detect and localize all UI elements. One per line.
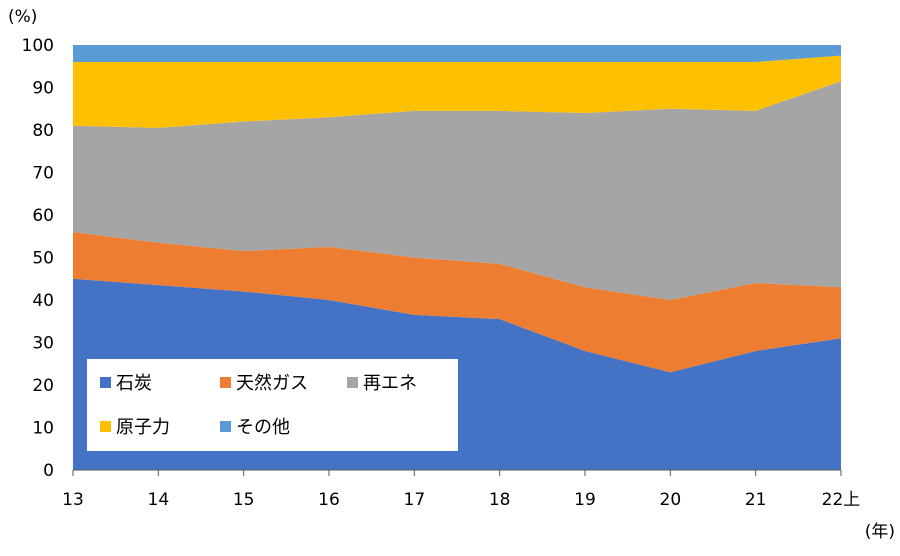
area-series-4 bbox=[73, 45, 841, 62]
area-series-1 bbox=[73, 232, 841, 373]
legend-box bbox=[87, 359, 458, 451]
y-tick-label: 50 bbox=[32, 249, 54, 269]
area-series-2 bbox=[73, 81, 841, 300]
y-tick-label: 20 bbox=[32, 376, 54, 396]
x-tick-label: 22上 bbox=[822, 490, 861, 510]
legend-swatch bbox=[347, 377, 358, 388]
axes: 13 14 15 16 17 18 19 20 21 22上 0 10 20 30 40 50 60 70 80 9… bbox=[22, 36, 861, 510]
legend-item: 原子力 bbox=[100, 417, 170, 438]
legend-item: その他 bbox=[220, 417, 290, 438]
y-tick-label: 30 bbox=[32, 334, 54, 354]
x-tick-label: 20 bbox=[660, 490, 682, 510]
x-tick-label: 17 bbox=[404, 490, 426, 510]
y-tick-label: 100 bbox=[22, 36, 54, 56]
x-tick-label: 15 bbox=[233, 490, 255, 510]
y-tick-label: 40 bbox=[32, 291, 54, 311]
legend-swatch bbox=[220, 421, 231, 432]
x-tick-label: 21 bbox=[745, 490, 767, 510]
y-axis-unit: (%) bbox=[8, 7, 37, 27]
y-tick-label: 90 bbox=[32, 79, 54, 99]
legend-label: 原子力 bbox=[116, 417, 170, 438]
legend-swatch bbox=[220, 377, 231, 388]
legend-item: 石炭 bbox=[100, 373, 152, 394]
legend-label: 石炭 bbox=[116, 373, 152, 394]
legend-label: その他 bbox=[236, 417, 290, 438]
legend-item: 天然ガス bbox=[220, 373, 308, 394]
legend-label: 天然ガス bbox=[236, 373, 308, 394]
x-tick-label: 18 bbox=[489, 490, 511, 510]
y-tick-label: 60 bbox=[32, 206, 54, 226]
x-tick-label: 16 bbox=[318, 490, 340, 510]
area-series-3 bbox=[73, 55, 841, 128]
y-tick-label: 80 bbox=[32, 121, 54, 141]
x-axis-unit: (年) bbox=[865, 522, 895, 542]
legend-label: 再エネ bbox=[363, 373, 417, 394]
x-tick-label: 14 bbox=[148, 490, 170, 510]
y-tick-label: 0 bbox=[43, 461, 54, 481]
y-axis-ticks: 0 10 20 30 40 50 60 70 80 90 100 bbox=[22, 36, 54, 481]
legend-swatch bbox=[100, 421, 111, 432]
y-tick-label: 10 bbox=[32, 419, 54, 439]
x-axis-ticks: 13 14 15 16 17 18 19 20 21 22上 bbox=[62, 470, 860, 510]
x-tick-label: 13 bbox=[62, 490, 84, 510]
legend-swatch bbox=[100, 377, 111, 388]
y-tick-label: 70 bbox=[32, 164, 54, 184]
legend-item: 再エネ bbox=[347, 373, 417, 394]
x-tick-label: 19 bbox=[574, 490, 596, 510]
